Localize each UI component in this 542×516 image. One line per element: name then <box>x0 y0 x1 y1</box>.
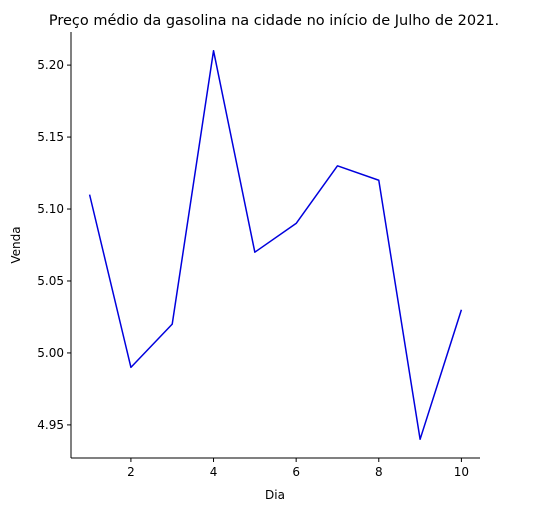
x-tick-label: 6 <box>292 465 300 479</box>
x-tick-label: 10 <box>454 465 469 479</box>
x-axis-ticks: 2 4 6 8 10 <box>127 458 469 479</box>
y-tick-label: 4.95 <box>37 418 64 432</box>
y-axis-ticks: 4.95 5.00 5.05 5.10 5.15 5.20 <box>37 58 71 432</box>
chart-title: Preço médio da gasolina na cidade no iní… <box>49 13 499 29</box>
x-tick-label: 4 <box>210 465 218 479</box>
y-axis-label: Venda <box>9 226 23 263</box>
x-axis-label: Dia <box>265 488 285 502</box>
y-tick-label: 5.10 <box>37 202 64 216</box>
plot-area: 2 4 6 8 10 4.95 5.00 5.05 5.10 5.15 5.20 <box>37 32 480 479</box>
x-tick-label: 8 <box>375 465 383 479</box>
x-tick-label: 2 <box>127 465 135 479</box>
y-tick-label: 5.20 <box>37 58 64 72</box>
y-tick-label: 5.15 <box>37 130 64 144</box>
y-tick-label: 5.00 <box>37 346 64 360</box>
data-points <box>90 51 462 440</box>
y-tick-label: 5.05 <box>37 274 64 288</box>
series-line <box>90 51 462 440</box>
